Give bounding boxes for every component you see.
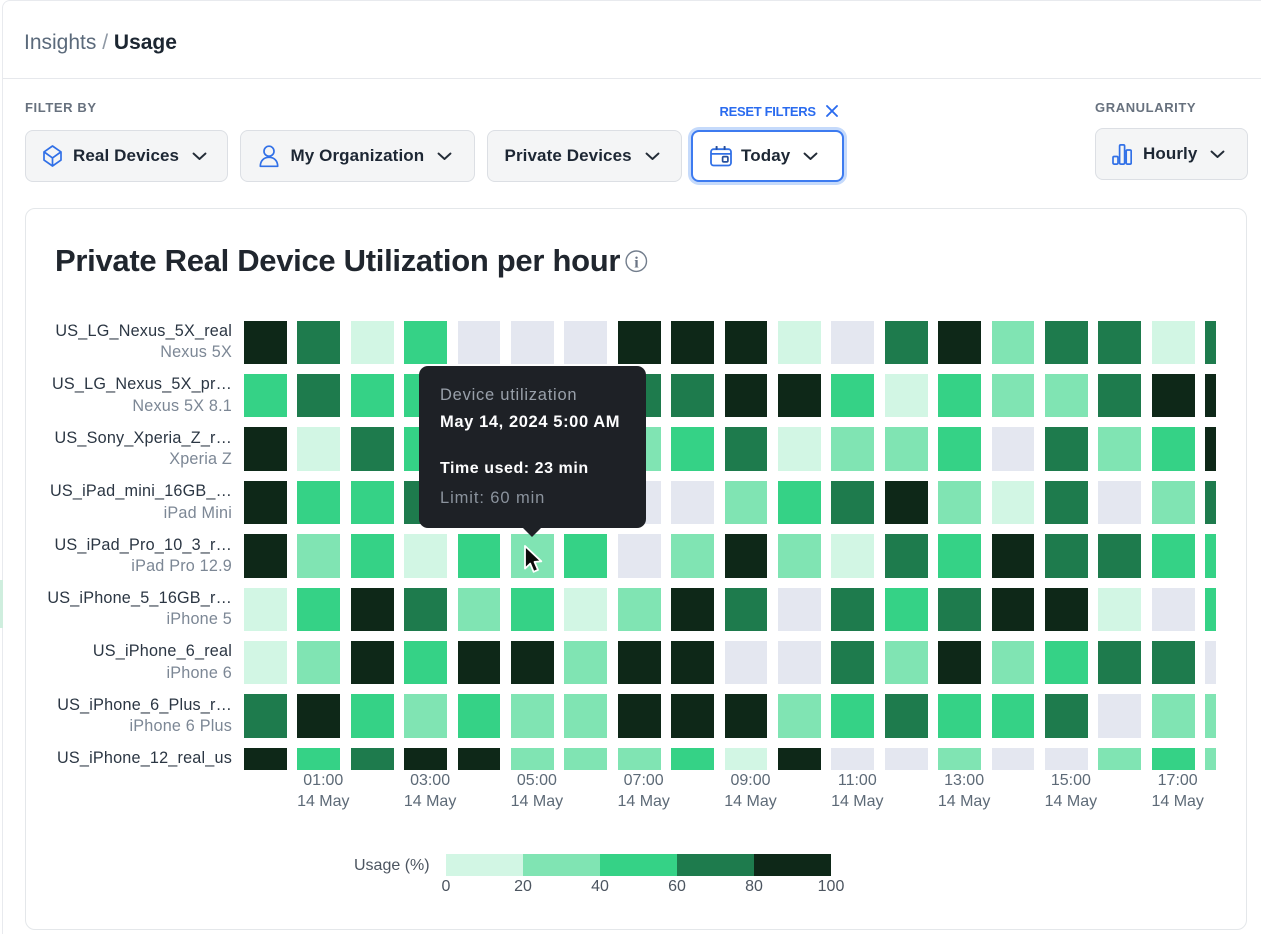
svg-text:i: i (634, 254, 639, 271)
